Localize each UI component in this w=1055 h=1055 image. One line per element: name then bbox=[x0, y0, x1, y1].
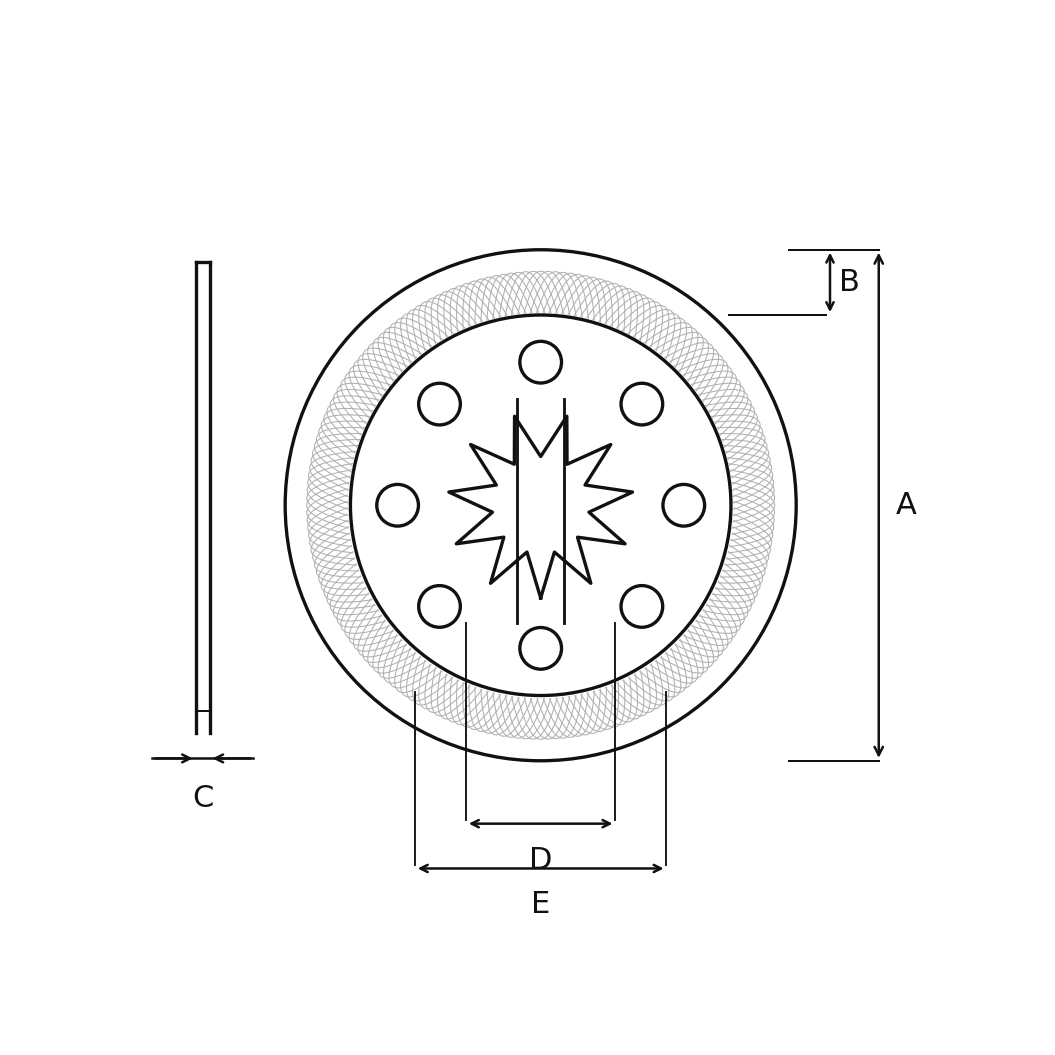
Text: D: D bbox=[529, 846, 553, 875]
Circle shape bbox=[621, 586, 663, 628]
Circle shape bbox=[520, 628, 561, 669]
Text: C: C bbox=[192, 784, 213, 812]
Circle shape bbox=[419, 383, 460, 425]
Circle shape bbox=[621, 383, 663, 425]
Text: A: A bbox=[896, 491, 917, 520]
Circle shape bbox=[419, 586, 460, 628]
Text: B: B bbox=[840, 268, 860, 296]
Circle shape bbox=[663, 484, 705, 526]
Circle shape bbox=[520, 342, 561, 383]
Text: E: E bbox=[531, 890, 551, 920]
Circle shape bbox=[377, 484, 419, 526]
